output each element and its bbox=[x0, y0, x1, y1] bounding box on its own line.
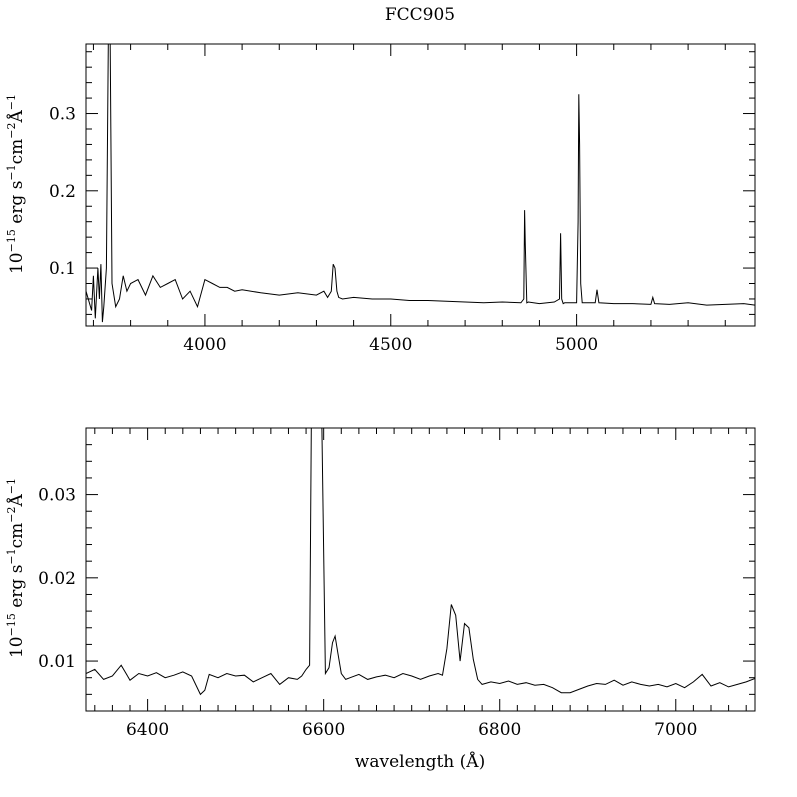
x-tick-label: 4500 bbox=[369, 335, 412, 355]
y-tick-label: 0.2 bbox=[49, 182, 76, 202]
y-tick-label: 0.03 bbox=[38, 486, 76, 506]
spectrum-line bbox=[86, 428, 755, 696]
y-axis-label-top: 10−15 erg s−1cm−2Å−1 bbox=[5, 94, 27, 274]
x-axis-label: wavelength (Å) bbox=[355, 751, 485, 772]
x-tick-label: 6400 bbox=[126, 720, 169, 740]
y-axis-label-bottom: 10−15 erg s−1cm−2Å−1 bbox=[5, 478, 27, 658]
y-tick-label: 0.1 bbox=[49, 259, 76, 279]
x-tick-label: 6800 bbox=[478, 720, 521, 740]
plot-frame bbox=[85, 43, 756, 327]
x-tick-label: 4000 bbox=[183, 335, 226, 355]
x-tick-label: 6600 bbox=[302, 720, 345, 740]
y-tick-label: 0.01 bbox=[38, 652, 76, 672]
top-spectrum-panel: 4000 4500 5000 0.1 0.2 0.3 bbox=[49, 43, 756, 355]
plot-frame bbox=[85, 427, 756, 712]
y-tick-label: 0.3 bbox=[49, 105, 76, 125]
spectrum-line bbox=[86, 44, 755, 323]
bottom-spectrum-panel: 6400 6600 6800 7000 0.01 0.02 0.03 bbox=[38, 427, 756, 740]
y-tick-label: 0.02 bbox=[38, 569, 76, 589]
x-tick-label: 5000 bbox=[555, 335, 598, 355]
chart-title: FCC905 bbox=[385, 5, 455, 25]
x-tick-label: 7000 bbox=[654, 720, 697, 740]
